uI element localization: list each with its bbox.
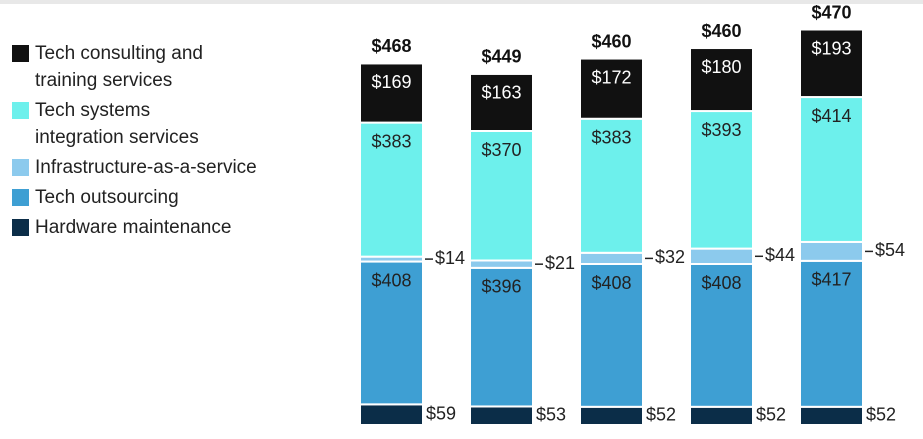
data-label: $169	[371, 72, 411, 92]
bar-segment	[359, 260, 424, 406]
bar-segment	[799, 96, 864, 243]
data-label: $32	[655, 247, 685, 267]
bar-segment	[689, 47, 754, 113]
bar-segment	[579, 117, 644, 254]
data-label: $370	[481, 140, 521, 160]
data-label: $52	[756, 405, 786, 425]
data-label: $383	[591, 128, 631, 148]
bar-segment	[799, 28, 864, 99]
total-label: $470	[811, 4, 851, 22]
legend-label: Tech outsourcing	[35, 187, 179, 208]
legend-label: Tech consulting and training services	[35, 43, 203, 91]
bar-segment	[579, 263, 644, 408]
data-label: $408	[701, 273, 741, 293]
bar-segment	[469, 259, 534, 269]
data-label: $21	[545, 253, 575, 273]
legend-item: Tech consulting and training services	[12, 40, 272, 94]
legend-label: Hardware maintenance	[35, 217, 232, 238]
legend-swatch	[12, 189, 29, 206]
data-label: $53	[536, 404, 566, 424]
data-label: $417	[811, 270, 851, 290]
bar-segment	[359, 403, 424, 427]
total-label: $460	[591, 31, 631, 51]
bar-segment	[689, 263, 754, 408]
bar-segment	[359, 62, 424, 124]
legend-item: Tech outsourcing	[12, 184, 272, 211]
bar-segment	[359, 121, 424, 258]
data-label: $54	[875, 240, 905, 260]
bar-segment	[799, 240, 864, 262]
bar-segment	[469, 72, 534, 132]
bar-segment	[469, 405, 534, 427]
data-label: $163	[481, 83, 521, 103]
bar-segment	[799, 259, 864, 408]
data-label: $180	[701, 57, 741, 77]
total-label: $449	[481, 47, 521, 67]
data-label: $44	[765, 245, 795, 265]
bar-segment	[799, 405, 864, 426]
legend-label: Infrastructure-as-a-service	[35, 157, 257, 178]
data-label: $408	[591, 273, 631, 293]
data-label: $393	[701, 120, 741, 140]
bar-segment	[469, 266, 534, 408]
data-label: $414	[811, 106, 851, 126]
bar-segment	[689, 405, 754, 426]
legend-swatch	[12, 102, 29, 119]
data-label: $172	[591, 67, 631, 87]
legend-item: Infrastructure-as-a-service	[12, 154, 272, 181]
data-label: $408	[371, 270, 411, 290]
legend-swatch	[12, 219, 29, 236]
bar-segment	[579, 405, 644, 426]
total-label: $468	[371, 36, 411, 56]
legend-item: Hardware maintenance	[12, 214, 272, 241]
plot: $59 $408 $14 $383 $169 $468 $53 $396 $21 $370 $163…	[359, 4, 905, 427]
legend-label: Tech systems integration services	[35, 100, 199, 148]
data-label: $52	[646, 405, 676, 425]
legend-item: Tech systems integration services	[12, 97, 272, 151]
data-label: $59	[426, 403, 456, 423]
data-label: $14	[435, 248, 465, 268]
bar-segment	[689, 110, 754, 250]
data-label: $52	[866, 405, 896, 425]
bar-segment	[579, 57, 644, 120]
legend-swatch	[12, 45, 29, 62]
data-label: $396	[481, 277, 521, 297]
total-label: $460	[701, 21, 741, 41]
bar-segment	[689, 247, 754, 266]
legend-swatch	[12, 159, 29, 176]
data-label: $383	[371, 131, 411, 151]
legend: Tech consulting and training services Tec…	[12, 40, 272, 244]
bar-segment	[579, 251, 644, 266]
data-label: $193	[811, 38, 851, 58]
